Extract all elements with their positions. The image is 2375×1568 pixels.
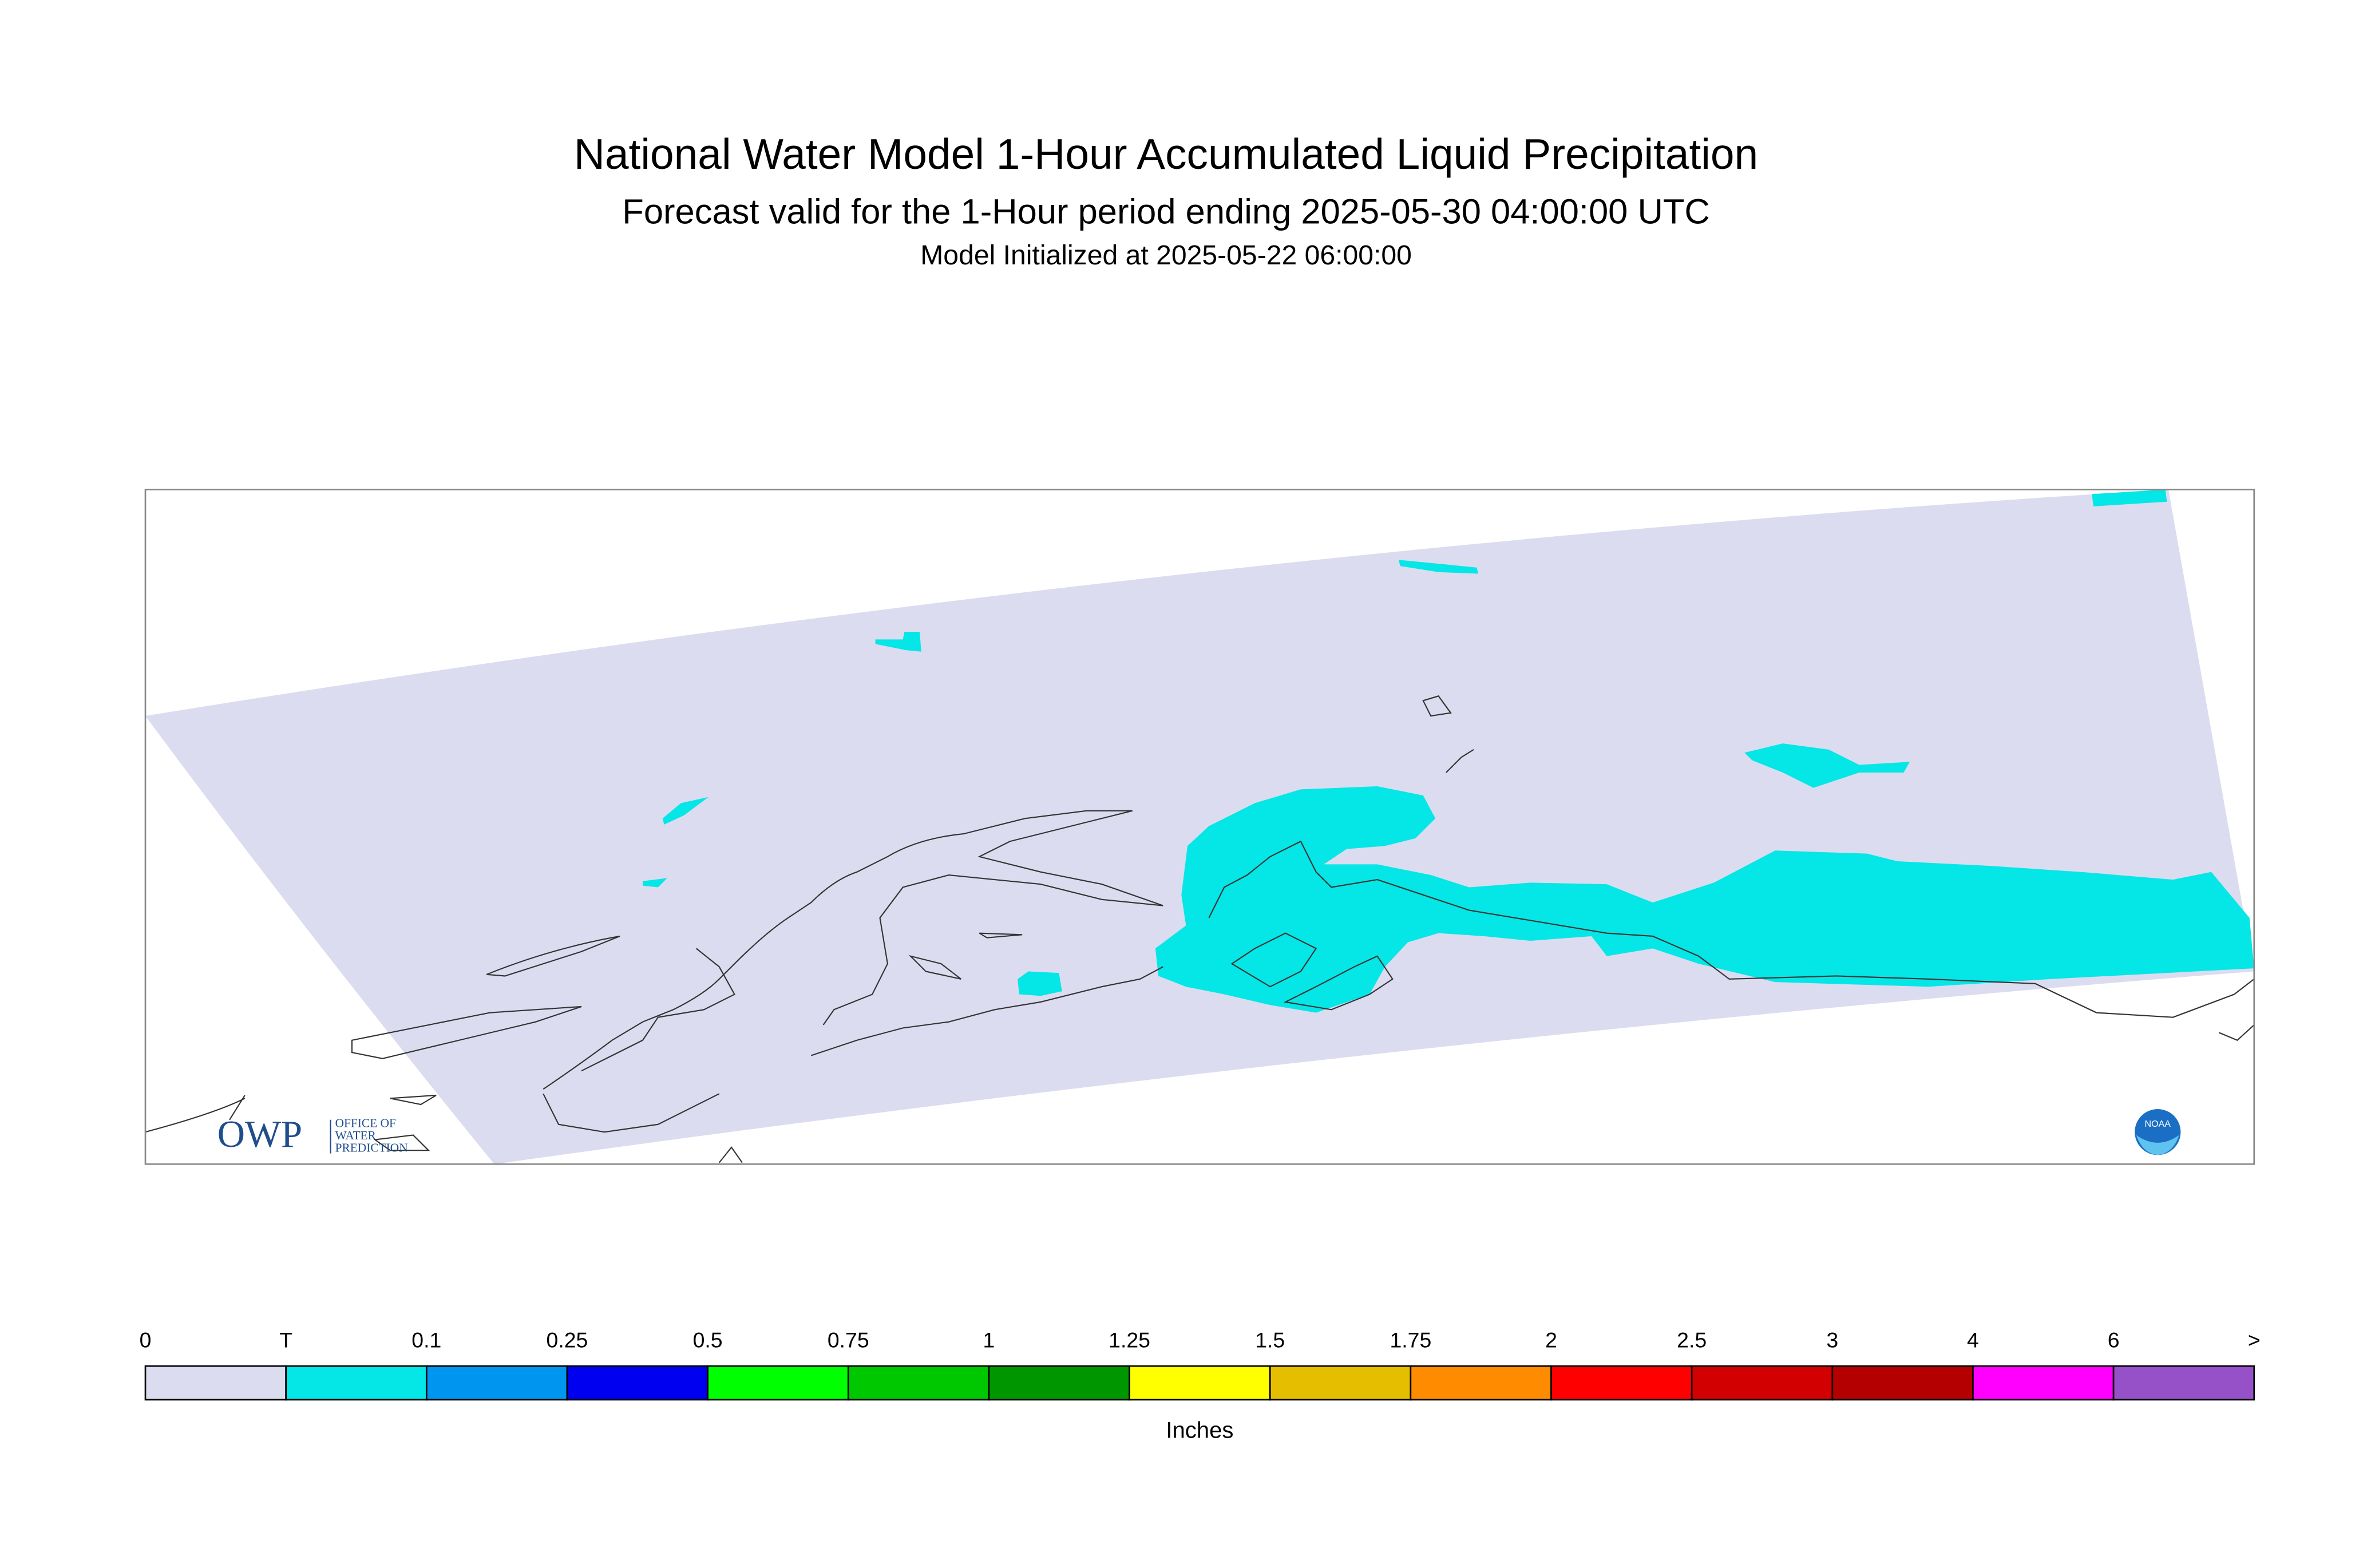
owp-line: WATER xyxy=(335,1129,377,1142)
colorbar-swatch xyxy=(285,1365,428,1401)
colorbar-label: 4 xyxy=(1967,1328,1979,1352)
model-domain xyxy=(145,489,2254,1165)
map xyxy=(145,489,2254,1165)
colorbar-swatch xyxy=(2112,1365,2255,1401)
colorbar-label: 1 xyxy=(983,1328,995,1352)
colorbar-label: 3 xyxy=(1826,1328,1838,1352)
colorbar-swatch xyxy=(1410,1365,1552,1401)
colorbar-swatch xyxy=(1550,1365,1693,1401)
colorbar-label: 0.75 xyxy=(828,1328,869,1352)
init-time: Model Initialized at 2025-05-22 06:00:00 xyxy=(920,240,1412,271)
colorbar-label: 2.5 xyxy=(1677,1328,1707,1352)
colorbar-swatch xyxy=(847,1365,990,1401)
colorbar-label: 0.5 xyxy=(693,1328,723,1352)
noaa-logo: NOAA xyxy=(2135,1109,2181,1155)
colorbar-label: 1.5 xyxy=(1255,1328,1285,1352)
colorbar-label: T xyxy=(279,1328,292,1352)
map-frame xyxy=(144,489,2255,1165)
owp-logo: OWP OFFICE OF WATER PREDICTION xyxy=(217,1113,408,1155)
colorbar-label: 0.1 xyxy=(411,1328,441,1352)
colorbar-swatch xyxy=(144,1365,287,1401)
owp-mark: OWP xyxy=(217,1113,303,1155)
colorbar-label: > xyxy=(2248,1328,2261,1352)
colorbar-label: 6 xyxy=(2108,1328,2120,1352)
owp-line: PREDICTION xyxy=(335,1141,408,1154)
subtitle: Forecast valid for the 1-Hour period end… xyxy=(622,192,1710,231)
owp-line: OFFICE OF xyxy=(335,1116,396,1130)
colorbar-swatch xyxy=(707,1365,849,1401)
precip-areas xyxy=(643,489,2254,1013)
title: National Water Model 1-Hour Accumulated … xyxy=(574,130,1758,178)
colorbar-swatch xyxy=(1129,1365,1271,1401)
coastlines xyxy=(145,695,2254,1163)
colorbar-label: 1.25 xyxy=(1109,1328,1150,1352)
colorbar-unit: Inches xyxy=(1166,1418,1233,1443)
colorbar-label: 0 xyxy=(140,1328,152,1352)
colorbar-swatch xyxy=(1831,1365,1974,1401)
colorbar-swatch xyxy=(1269,1365,1412,1401)
colorbar-swatch xyxy=(425,1365,568,1401)
colorbar: 0 T 0.1 0.25 0.5 0.75 1 1.25 1.5 1.75 2 2.5 3 4 6 > xyxy=(140,1328,2261,1401)
noaa-text: NOAA xyxy=(2145,1119,2171,1129)
colorbar-label: 2 xyxy=(1545,1328,1557,1352)
colorbar-swatch xyxy=(988,1365,1130,1401)
colorbar-label: 1.75 xyxy=(1390,1328,1431,1352)
colorbar-swatch xyxy=(1691,1365,1834,1401)
colorbar-label: 0.25 xyxy=(547,1328,588,1352)
colorbar-swatch xyxy=(1972,1365,2115,1401)
colorbar-swatch xyxy=(566,1365,708,1401)
